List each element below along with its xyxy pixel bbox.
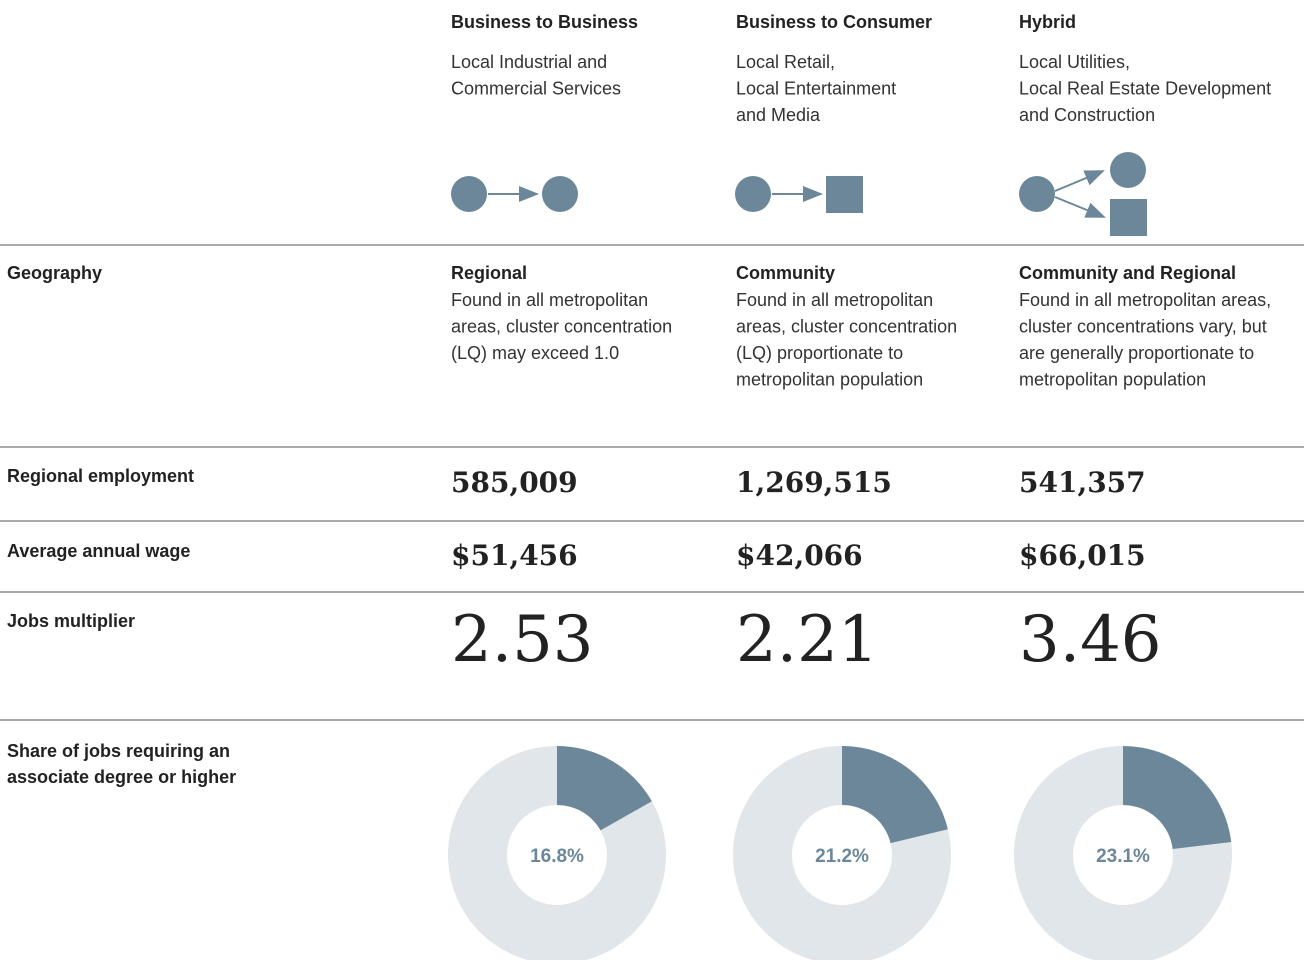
icon-arrow xyxy=(1054,170,1105,192)
multiplier-value: 2.53 xyxy=(451,603,594,677)
geography-text: cluster concentrations vary, but xyxy=(1019,317,1267,337)
geography-heading: Community xyxy=(736,263,835,283)
geography-text: areas, cluster concentration xyxy=(451,317,672,337)
geography-text: (LQ) may exceed 1.0 xyxy=(451,343,619,363)
row-label: Jobs multiplier xyxy=(7,611,135,631)
icon-node xyxy=(451,176,487,212)
icon-node xyxy=(735,176,771,212)
column-subtitle: Local Retail, xyxy=(736,52,835,72)
column-subtitle: and Construction xyxy=(1019,105,1155,125)
column-title: Business to Business xyxy=(451,12,638,32)
icon-node xyxy=(1110,152,1146,188)
wage-value: $66,015 xyxy=(1019,539,1146,572)
donut-slice xyxy=(557,746,652,831)
wage-value: $51,456 xyxy=(451,539,578,572)
rules xyxy=(0,244,1304,721)
icons xyxy=(451,152,1147,236)
employment-value: 585,009 xyxy=(451,466,578,499)
icon-square xyxy=(1110,199,1147,236)
column-subtitle: Local Entertainment xyxy=(736,79,896,99)
geography-text: Found in all metropolitan xyxy=(451,290,648,310)
column-title: Business to Consumer xyxy=(736,12,932,32)
row-label: Share of jobs requiring an xyxy=(7,741,230,761)
icon-square xyxy=(826,176,863,213)
wage-value: $42,066 xyxy=(736,539,863,572)
donut-label: 23.1% xyxy=(1096,846,1150,867)
geography-text: areas, cluster concentration xyxy=(736,317,957,337)
row-label: Geography xyxy=(7,263,102,283)
geography-heading: Regional xyxy=(451,263,527,283)
row-label: Regional employment xyxy=(7,466,194,486)
donut-label: 16.8% xyxy=(530,846,584,867)
column-subtitle: Local Industrial and xyxy=(451,52,607,72)
multiplier-value: 3.46 xyxy=(1019,603,1162,677)
icon-arrow xyxy=(1054,196,1106,218)
icon-node xyxy=(542,176,578,212)
column-subtitle: Local Real Estate Development xyxy=(1019,79,1271,99)
employment-value: 1,269,515 xyxy=(736,466,892,499)
geography-text: are generally proportionate to xyxy=(1019,343,1254,363)
donut-slice xyxy=(1123,746,1232,850)
geography-text: metropolitan population xyxy=(1019,370,1206,390)
donut-label: 21.2% xyxy=(815,846,869,867)
column-title: Hybrid xyxy=(1019,12,1076,32)
multiplier-value: 2.21 xyxy=(736,603,879,677)
column-subtitle: Commercial Services xyxy=(451,79,621,99)
icon-node xyxy=(1019,176,1055,212)
geography-text: (LQ) proportionate to xyxy=(736,343,903,363)
row-label: Average annual wage xyxy=(7,541,190,561)
row-label: associate degree or higher xyxy=(7,767,236,787)
employment-value: 541,357 xyxy=(1019,466,1146,499)
geography-text: metropolitan population xyxy=(736,370,923,390)
donut-slice xyxy=(842,746,948,844)
geography-text: Found in all metropolitan xyxy=(736,290,933,310)
column-subtitle: and Media xyxy=(736,105,821,125)
geography-heading: Community and Regional xyxy=(1019,263,1236,283)
geography-text: Found in all metropolitan areas, xyxy=(1019,290,1271,310)
column-subtitle: Local Utilities, xyxy=(1019,52,1130,72)
